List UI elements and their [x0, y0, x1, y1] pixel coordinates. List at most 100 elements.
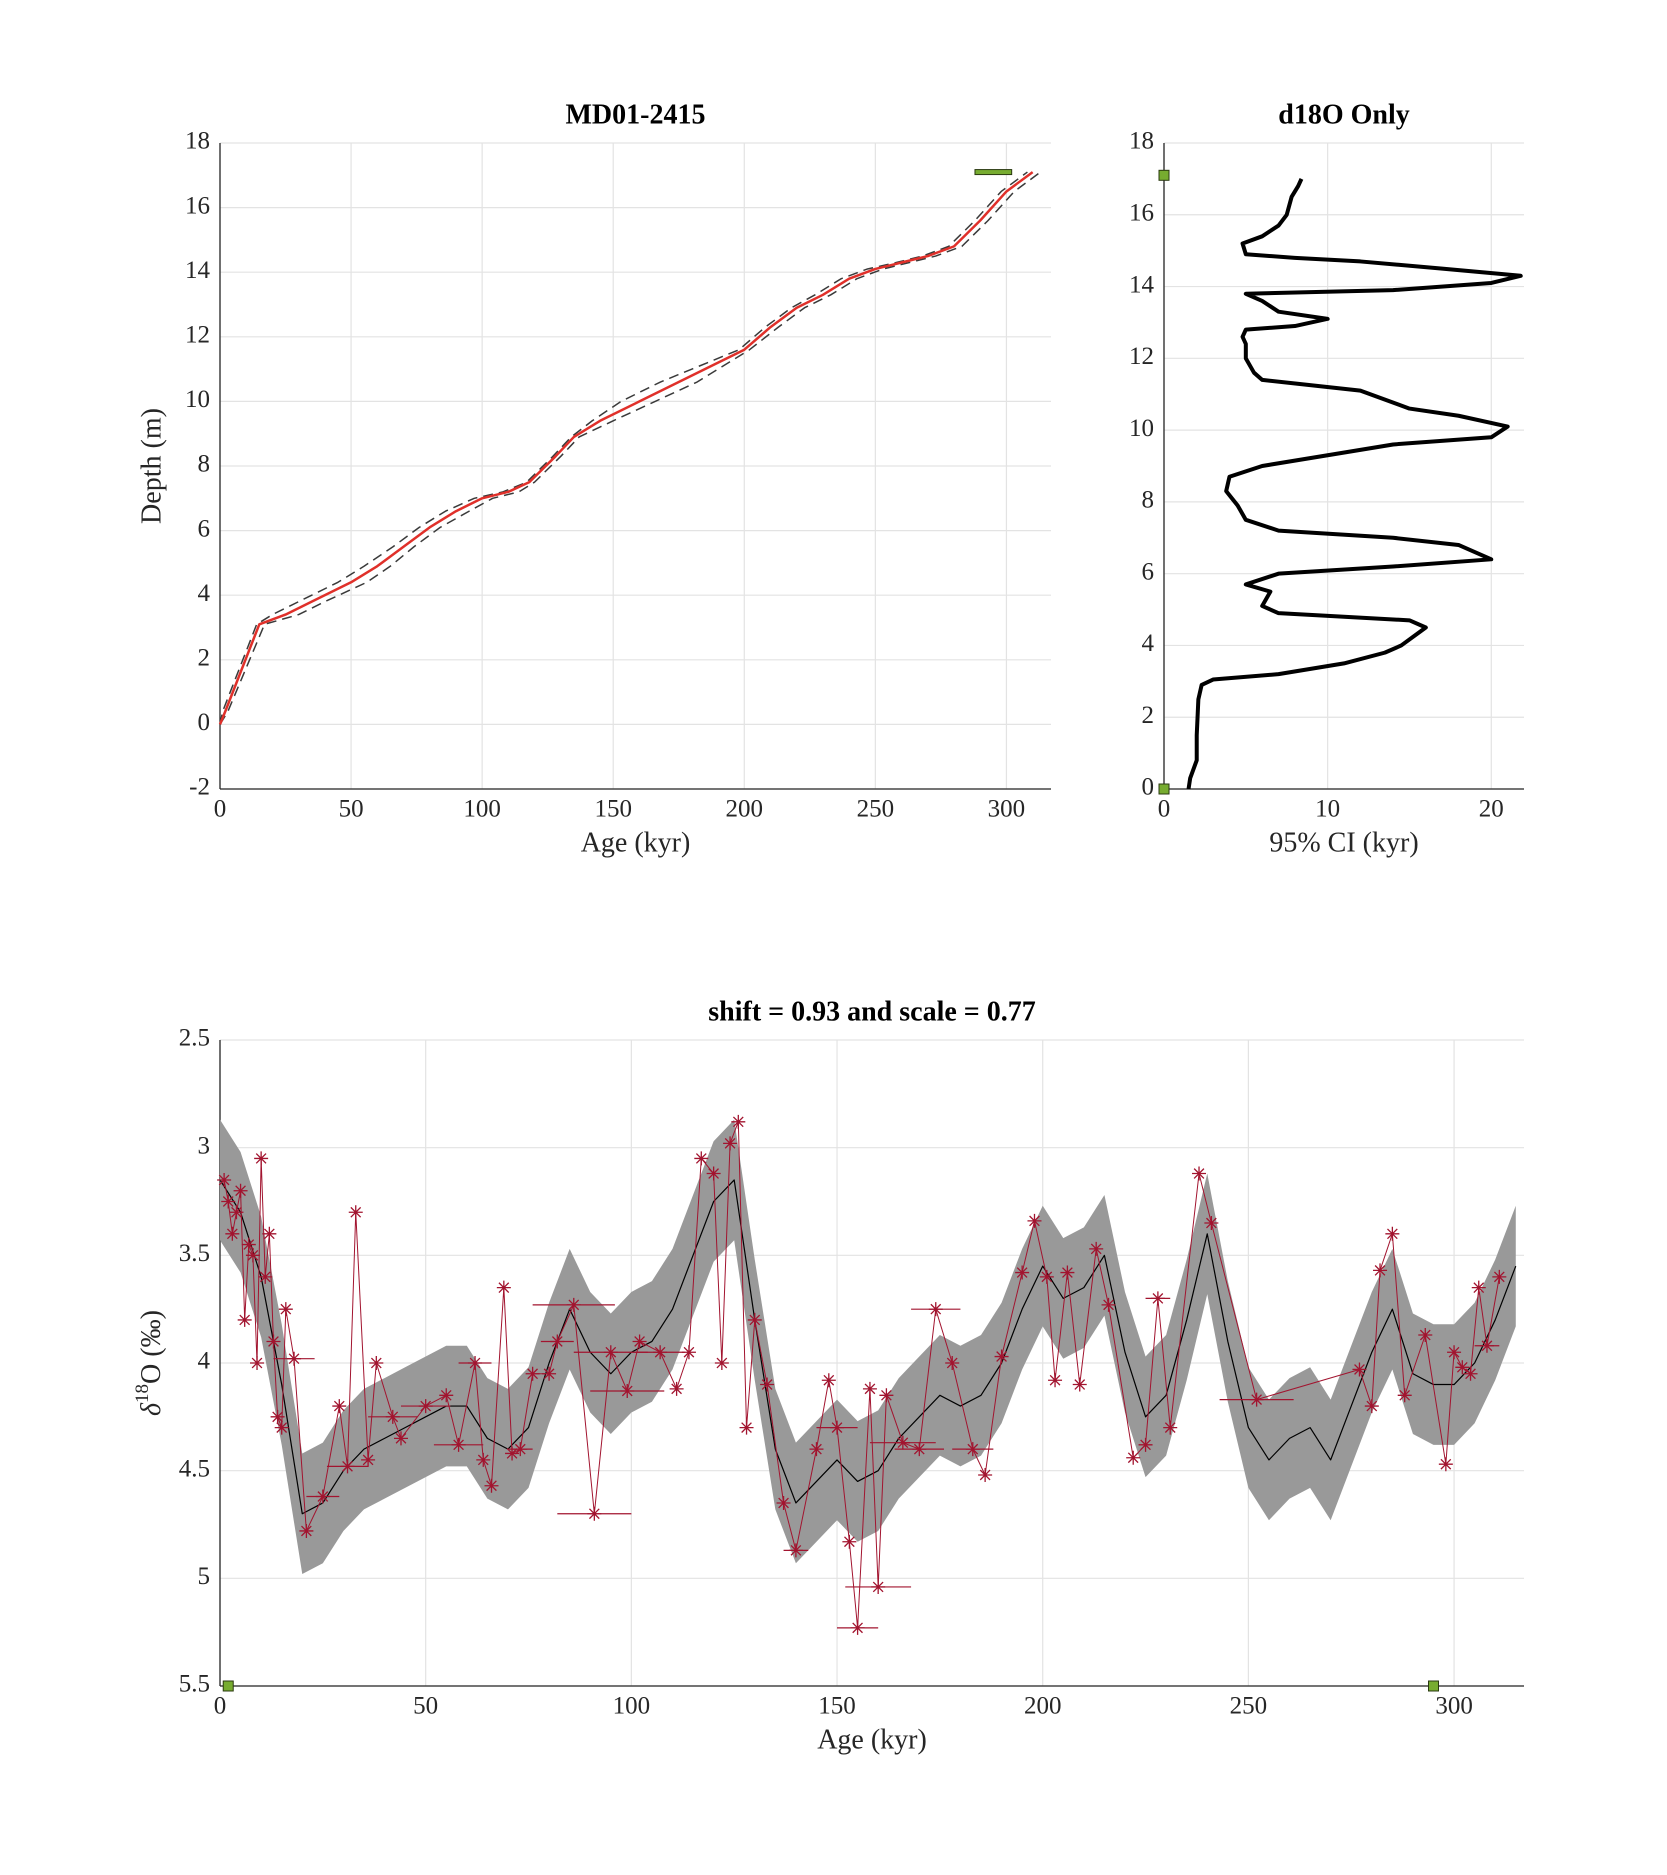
- chart-title: MD01-2415: [566, 99, 706, 130]
- data-point: [587, 1506, 602, 1521]
- data-point: [241, 1237, 256, 1252]
- x-tick-label: 250: [1230, 1693, 1268, 1720]
- y-tick-label: 8: [1142, 487, 1155, 514]
- data-point: [965, 1442, 980, 1457]
- x-tick-label: 50: [413, 1693, 438, 1720]
- y-axis-label: Depth (m): [136, 408, 167, 524]
- data-line: [218, 171, 1034, 725]
- data-point: [842, 1534, 857, 1549]
- data-point: [566, 1297, 581, 1312]
- x-tick-label: 300: [1435, 1693, 1473, 1720]
- data-point: [229, 1205, 244, 1220]
- chart: 0 50 100 150 200 250 300 2.5 3 3.5 4 4.5 5 5.5 shift =…: [132, 996, 1524, 1755]
- data-point: [1163, 1420, 1178, 1435]
- data-point: [706, 1166, 721, 1181]
- data-point: [451, 1437, 466, 1452]
- y-axis-label-part: δ: [136, 1402, 167, 1416]
- data-point: [1138, 1437, 1153, 1452]
- y-tick-label: 4.5: [179, 1455, 210, 1482]
- y-tick-label: 8: [198, 451, 211, 478]
- y-tick-label: 16: [185, 192, 210, 219]
- x-tick-label: 0: [1158, 796, 1171, 823]
- data-point: [315, 1489, 330, 1504]
- data-point: [850, 1620, 865, 1635]
- y-tick-label: 16: [1129, 200, 1154, 227]
- data-point: [332, 1399, 347, 1414]
- data-point: [821, 1373, 836, 1388]
- data-point: [1471, 1280, 1486, 1295]
- y-tick-label: 18: [1129, 128, 1154, 155]
- data-point: [1126, 1450, 1141, 1465]
- data-point: [714, 1356, 729, 1370]
- data-point: [340, 1459, 355, 1474]
- data-point: [369, 1356, 384, 1370]
- data-point: [361, 1452, 376, 1467]
- data-point: [385, 1409, 400, 1424]
- data-line: [1186, 178, 1523, 790]
- x-tick-label: 0: [214, 796, 227, 823]
- data-point: [1072, 1377, 1087, 1392]
- range-bar: [974, 169, 1013, 176]
- y-tick-label: 14: [1129, 271, 1155, 298]
- data-point: [270, 1409, 285, 1424]
- data-point: [258, 1269, 273, 1284]
- data-point: [262, 1226, 277, 1241]
- y-tick-label: 12: [185, 322, 210, 349]
- y-axis-label-part: O (‰): [136, 1310, 167, 1384]
- data-point: [809, 1442, 824, 1457]
- data-point: [879, 1388, 894, 1403]
- y-tick-label: 4: [198, 1348, 211, 1375]
- x-tick-label: 200: [726, 796, 764, 823]
- y-tick-label: 12: [1129, 343, 1154, 370]
- data-point: [266, 1334, 281, 1349]
- y-tick-label: 14: [185, 257, 211, 284]
- x-tick-label: 300: [988, 796, 1026, 823]
- data-point: [871, 1579, 886, 1594]
- data-point: [418, 1399, 433, 1414]
- marker-square: [1158, 783, 1170, 795]
- data-point: [776, 1495, 791, 1510]
- data-point: [788, 1543, 803, 1558]
- data-point: [1352, 1362, 1367, 1377]
- data-point: [237, 1312, 252, 1327]
- y-tick-label: 18: [185, 128, 210, 155]
- y-tick-label: 5.5: [179, 1671, 210, 1698]
- data-point: [912, 1442, 927, 1457]
- y-tick-label: 10: [185, 386, 210, 413]
- data-point: [830, 1420, 845, 1435]
- y-tick-label: 10: [1129, 415, 1154, 442]
- data-point: [513, 1442, 528, 1457]
- data-point: [994, 1349, 1009, 1364]
- data-point: [221, 1194, 236, 1209]
- y-tick-label: 2: [198, 645, 211, 672]
- x-tick-label: 150: [818, 1693, 856, 1720]
- x-tick-label: 150: [594, 796, 632, 823]
- data-point: [1463, 1366, 1478, 1381]
- y-tick-label: 3.5: [179, 1240, 210, 1267]
- data-point: [542, 1366, 557, 1381]
- data-point: [468, 1356, 483, 1370]
- data-point: [978, 1467, 993, 1482]
- data-point: [1101, 1297, 1116, 1312]
- x-tick-label: 100: [463, 796, 501, 823]
- data-point: [862, 1381, 877, 1396]
- data-point: [505, 1446, 520, 1461]
- data-point: [747, 1312, 762, 1327]
- data-point: [1089, 1241, 1104, 1256]
- y-axis-label-part: 18: [132, 1384, 153, 1403]
- chart: 0 10 20 0 2 4 6 8 10 12 14 16 18 d18O Only 95% CI (kyr…: [1129, 99, 1524, 858]
- data-point: [1192, 1166, 1207, 1181]
- data-point: [287, 1351, 302, 1366]
- y-tick-label: 5: [198, 1563, 211, 1590]
- data-point: [550, 1334, 565, 1349]
- data-point: [895, 1435, 910, 1450]
- y-tick-label: -2: [189, 774, 210, 801]
- data-point: [225, 1226, 240, 1241]
- data-point: [496, 1280, 511, 1295]
- x-tick-label: 100: [613, 1693, 651, 1720]
- data-point: [603, 1345, 618, 1360]
- data-point: [653, 1345, 668, 1360]
- data-point: [760, 1377, 775, 1392]
- data-point: [1015, 1265, 1030, 1280]
- data-point: [1249, 1392, 1264, 1407]
